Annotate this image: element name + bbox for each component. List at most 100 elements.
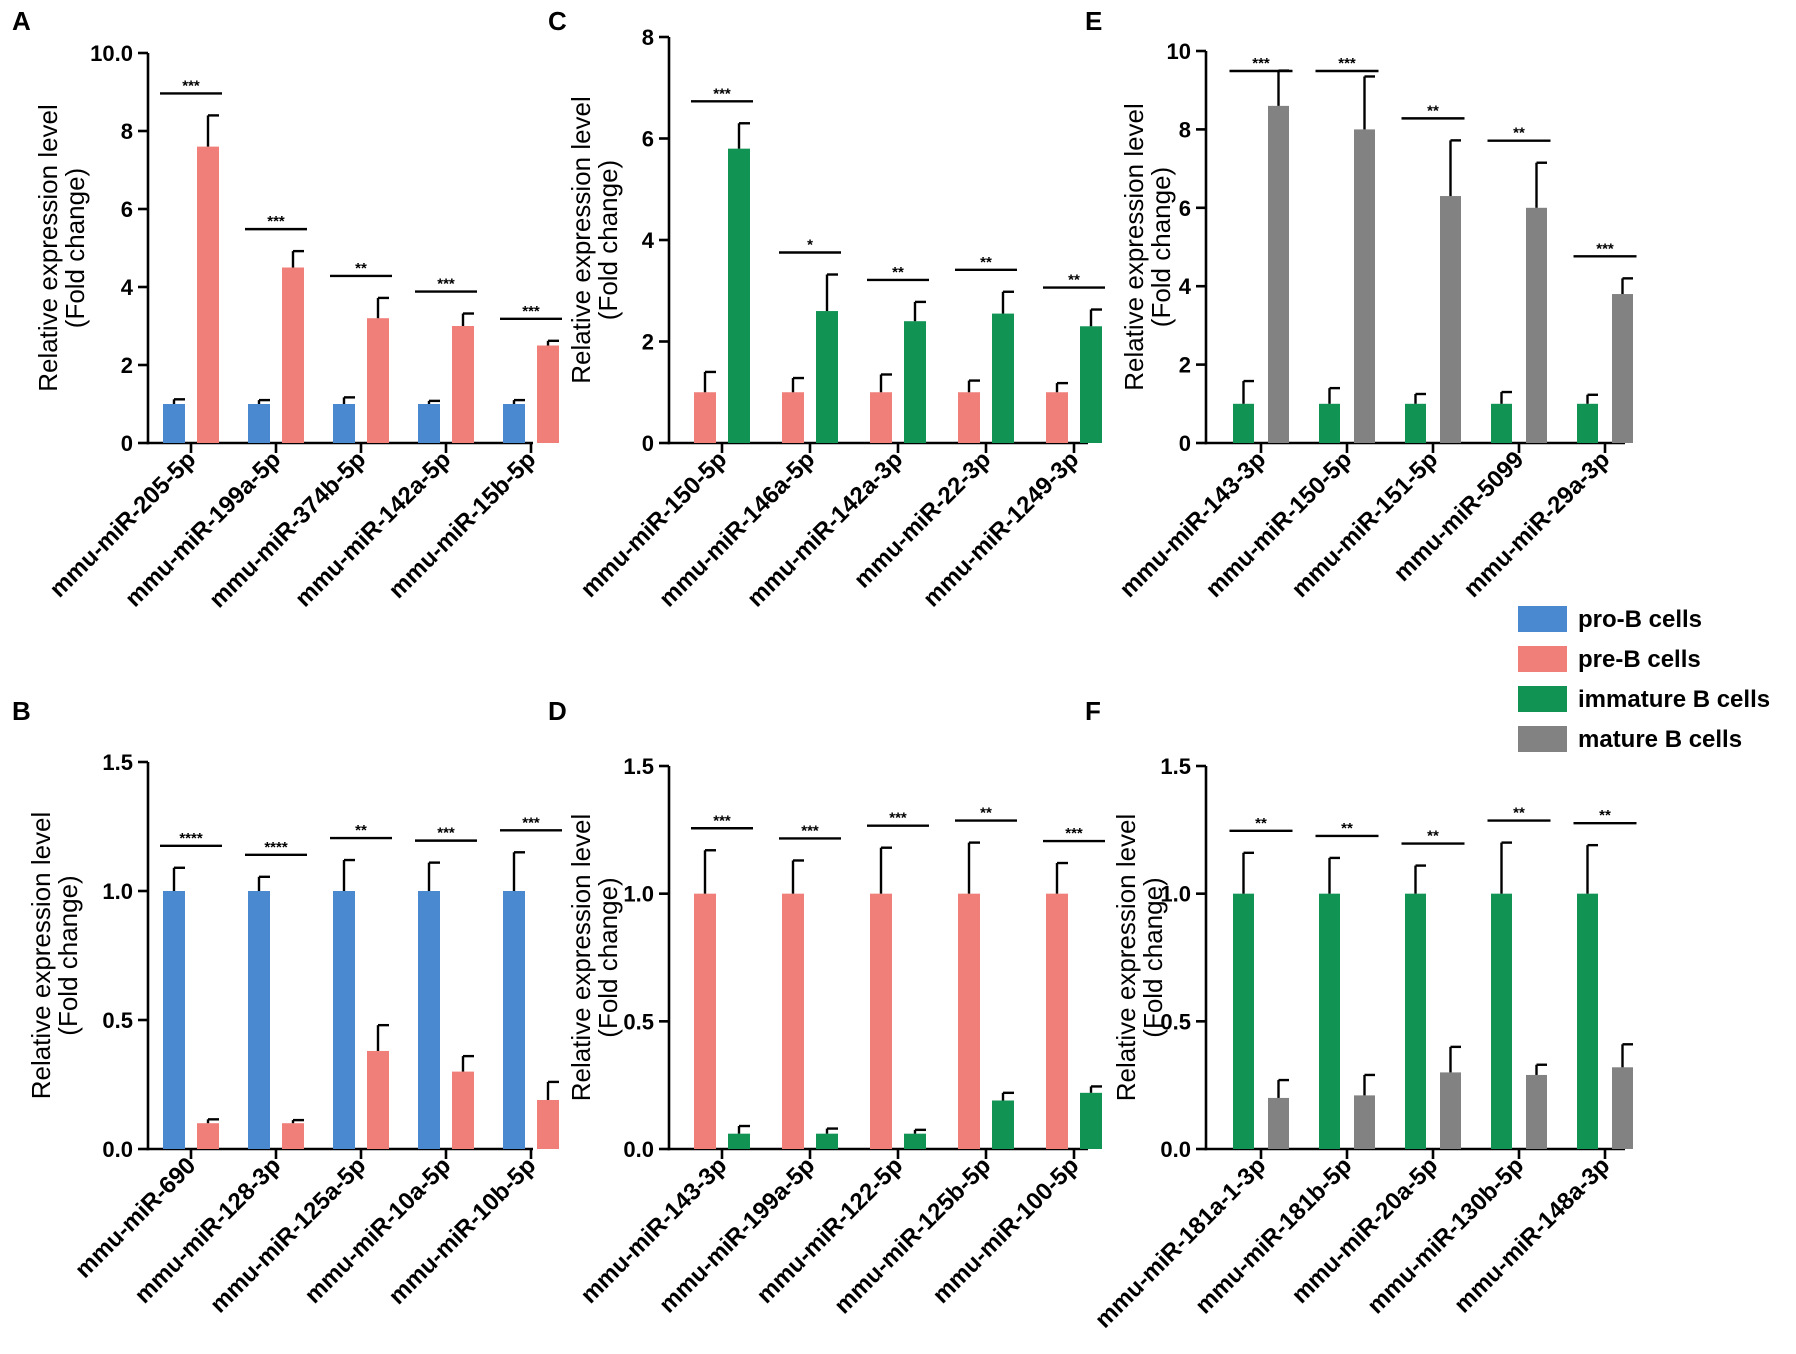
bar-pro-b-cells	[163, 891, 185, 1149]
significance-label: **	[1427, 102, 1439, 119]
bar-pre-b-cells	[870, 392, 892, 443]
y-tick-label: 0	[642, 431, 654, 456]
bar-pre-b-cells	[282, 1123, 304, 1149]
bar-immature-b-cells	[1491, 893, 1512, 1149]
y-tick-label: 8	[121, 119, 133, 144]
y-tick-label: 0.5	[623, 1009, 654, 1034]
bar-immature-b-cells	[1080, 326, 1102, 443]
bar-immature-b-cells	[1080, 1092, 1102, 1149]
y-tick-label: 6	[642, 127, 654, 152]
y-tick-label: 0	[1179, 431, 1191, 456]
bar-pre-b-cells	[197, 146, 219, 443]
significance-label: ***	[801, 822, 819, 839]
y-axis-label-sub: (Fold change)	[593, 160, 623, 320]
significance-label: ***	[1252, 55, 1270, 72]
y-axis-label-sub: (Fold change)	[53, 875, 83, 1035]
bar-immature-b-cells	[992, 1100, 1014, 1149]
panel-a: A 0 2 4 6 8 10.0 Relative expression level(Fold…	[12, 6, 562, 613]
y-tick-label: 1.5	[623, 754, 654, 779]
bar-pre-b-cells	[367, 318, 389, 443]
bar-immature-b-cells	[1319, 893, 1340, 1149]
bar-pro-b-cells	[418, 891, 440, 1149]
x-tick-label: mmu-miR-205-5p	[44, 446, 201, 603]
significance-label: **	[1513, 805, 1525, 822]
bar-pre-b-cells	[782, 392, 804, 443]
legend-swatch	[1518, 646, 1567, 672]
x-tick-label: mmu-miR-10a-5p	[299, 1152, 456, 1309]
y-tick-label: 0	[121, 431, 133, 456]
significance-label: **	[892, 264, 904, 281]
y-tick-label: 6	[121, 197, 133, 222]
panel-label: A	[12, 6, 31, 36]
significance-label: ***	[1338, 55, 1356, 72]
bar-mature-b-cells	[1354, 1095, 1375, 1149]
panel-label: D	[548, 696, 567, 726]
x-tick-label: mmu-miR-199a-5p	[654, 1152, 820, 1318]
y-tick-label: 1.0	[623, 882, 654, 907]
y-tick-label: 0.0	[102, 1137, 133, 1162]
y-axis-label: Relative expression level	[26, 812, 56, 1100]
x-tick-label: mmu-miR-181a-1-3p	[1090, 1152, 1271, 1333]
x-tick-label: mmu-miR-29a-3p	[1458, 446, 1615, 603]
bar-pre-b-cells	[197, 1123, 219, 1149]
y-tick-label: 2	[121, 353, 133, 378]
x-tick-label: mmu-miR-10b-5p	[384, 1152, 542, 1310]
significance-label: ****	[264, 839, 288, 856]
significance-label: ***	[267, 213, 285, 230]
x-tick-label: mmu-miR-122-5p	[751, 1152, 908, 1309]
significance-label: ***	[713, 812, 731, 829]
y-tick-label: 8	[642, 25, 654, 50]
y-tick-label: 2	[642, 330, 654, 355]
bar-pro-b-cells	[333, 404, 355, 443]
bar-pre-b-cells	[367, 1050, 389, 1149]
x-tick-label: mmu-miR-100-5p	[927, 1152, 1084, 1309]
bar-pre-b-cells	[694, 893, 716, 1149]
x-tick-label: mmu-miR-146a-5p	[654, 446, 820, 612]
panel-d: D 0.0 0.5 1.0 1.5 Relative expression level(F…	[548, 696, 1105, 1319]
bar-pro-b-cells	[503, 404, 525, 443]
bar-mature-b-cells	[1440, 196, 1461, 443]
bar-immature-b-cells	[728, 148, 750, 443]
y-axis-label: Relative expression level	[33, 104, 63, 392]
y-tick-label: 1.0	[102, 879, 133, 904]
significance-label: ***	[437, 825, 455, 842]
significance-label: **	[980, 805, 992, 822]
y-tick-label: 4	[642, 228, 655, 253]
panel-label: C	[548, 6, 567, 36]
bar-mature-b-cells	[1526, 207, 1547, 443]
bar-pre-b-cells	[537, 345, 559, 443]
y-tick-label: 1.5	[102, 750, 133, 775]
bar-mature-b-cells	[1612, 1067, 1633, 1149]
x-tick-label: mmu-miR-125b-5p	[829, 1152, 996, 1319]
panel-label: E	[1085, 6, 1102, 36]
significance-label: ****	[179, 830, 203, 847]
bar-pre-b-cells	[452, 1071, 474, 1149]
y-tick-label: 2	[1179, 353, 1191, 378]
significance-label: **	[1255, 815, 1267, 832]
significance-label: ***	[889, 810, 907, 827]
y-tick-label: 1.0	[1160, 882, 1191, 907]
y-tick-label: 0.0	[623, 1137, 654, 1162]
legend-swatch	[1518, 686, 1567, 712]
significance-label: ***	[182, 77, 200, 94]
panel-e: E 0 2 4 6 8 10 Relative expression level(Fold c…	[1085, 6, 1637, 603]
bar-immature-b-cells	[816, 1133, 838, 1149]
bar-immature-b-cells	[1405, 403, 1426, 443]
significance-label: ***	[522, 814, 540, 831]
y-axis-label-sub: (Fold change)	[1146, 167, 1176, 327]
bar-mature-b-cells	[1612, 294, 1633, 443]
bar-immature-b-cells	[1491, 403, 1512, 443]
bar-immature-b-cells	[1233, 403, 1254, 443]
y-axis-label: Relative expression level	[566, 814, 596, 1102]
significance-label: ***	[1596, 240, 1614, 257]
y-tick-label: 0.0	[1160, 1137, 1191, 1162]
bar-immature-b-cells	[992, 313, 1014, 443]
legend-swatch	[1518, 606, 1567, 632]
bar-mature-b-cells	[1354, 129, 1375, 443]
y-axis-label-sub: (Fold change)	[1138, 877, 1168, 1037]
x-tick-label: mmu-miR-374b-5p	[204, 446, 371, 613]
y-tick-label: 6	[1179, 196, 1191, 221]
panel-b: B 0.0 0.5 1.0 1.5 Relative expression level(F…	[12, 696, 562, 1318]
y-tick-label: 4	[1179, 274, 1192, 299]
bar-pre-b-cells	[537, 1099, 559, 1149]
